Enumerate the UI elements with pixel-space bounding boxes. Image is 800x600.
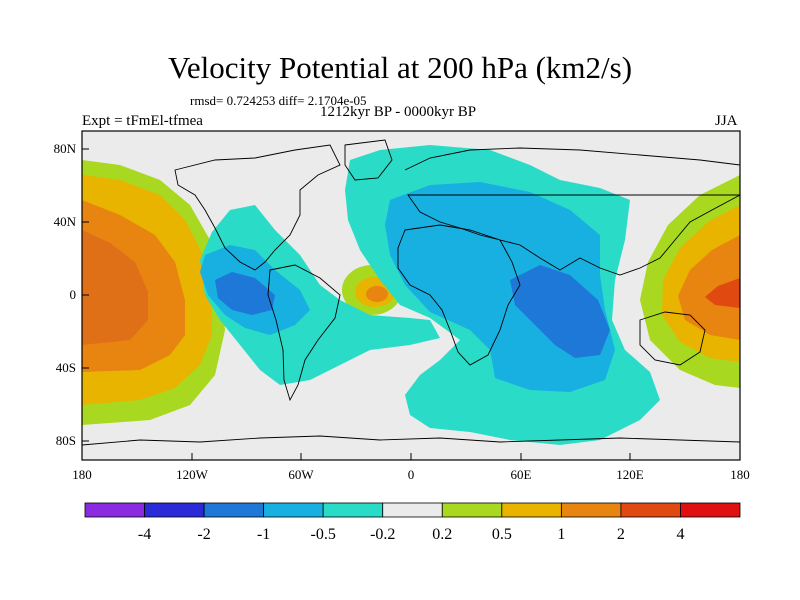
- lon-label-120w: 120W: [176, 467, 209, 482]
- lon-label-60w: 60W: [288, 467, 314, 482]
- colorbar-label-3: -0.5: [311, 526, 336, 543]
- colorbar-box-9: [620, 502, 681, 518]
- colorbar-label-8: 2: [617, 526, 625, 543]
- colorbar-label-4: -0.2: [370, 526, 395, 543]
- colorbar-label-2: -1: [257, 526, 270, 543]
- contour-wpac-4: [705, 278, 740, 308]
- coast-antarctica: [82, 435, 740, 446]
- colorbar-box-10: [680, 502, 741, 518]
- experiment-label: Expt = tFmEl-tfmea: [82, 113, 203, 129]
- colorbar-box-5: [382, 502, 443, 518]
- contour-pacific-4: [82, 230, 148, 345]
- lon-labels: 180 120W 60W 0 60E 120E 180: [72, 467, 750, 482]
- colorbar-label-6: 0.5: [492, 526, 512, 543]
- lat-label-0: 0: [70, 287, 77, 302]
- page-title: Velocity Potential at 200 hPa (km2/s): [167, 50, 633, 85]
- colorbar-box-6: [441, 502, 503, 518]
- colorbar-box-0: [84, 502, 145, 518]
- lat-label-40n: 40N: [54, 214, 77, 229]
- lon-label-120e: 120E: [616, 467, 644, 482]
- colorbar-label-9: 4: [676, 526, 684, 543]
- contour-atlantic-2: [366, 286, 388, 302]
- lat-axis: [82, 148, 89, 442]
- colorbar-label-7: 1: [557, 526, 565, 543]
- colorbar-box-3: [263, 502, 324, 518]
- colorbar-label-0: -4: [138, 526, 151, 543]
- contour-east-neg-1: [510, 265, 610, 358]
- coast-south-america: [267, 264, 341, 402]
- coast-eurasia: [404, 147, 740, 276]
- lon-label-180e: 180: [730, 467, 750, 482]
- contour-wpac-2: [678, 235, 740, 340]
- coast-greenland: [344, 139, 393, 181]
- coastlines: [82, 139, 740, 446]
- contour-americas-neg-1: [215, 272, 275, 315]
- contour-americas-neg-0.2: [200, 205, 440, 385]
- colorbar-label-5: 0.2: [432, 526, 452, 543]
- colorbar-box-1: [144, 502, 205, 518]
- lat-label-80n: 80N: [54, 141, 77, 156]
- map-area: [82, 131, 740, 460]
- colorbar-box-4: [322, 502, 384, 518]
- colorbar-box-7: [501, 502, 562, 518]
- coast-north-america: [174, 144, 341, 271]
- season-label: JJA: [715, 113, 738, 129]
- lat-labels: 80N 40N 0 40S 80S: [54, 141, 77, 448]
- period-label: 1212kyr BP - 0000kyr BP: [320, 104, 477, 120]
- lat-label-40s: 40S: [56, 360, 76, 375]
- lon-label-60e: 60E: [511, 467, 532, 482]
- lat-label-80s: 80S: [56, 433, 76, 448]
- lon-axis: [81, 453, 741, 460]
- colorbar-box-8: [560, 502, 622, 518]
- coast-australia: [639, 311, 706, 366]
- lon-label-0: 0: [408, 467, 415, 482]
- stats-label: rmsd= 0.724253 diff= 2.1704e-05: [190, 93, 367, 108]
- colorbar: -4 -2 -1 -0.5 -0.2 0.2 0.5 1 2 4: [84, 502, 741, 543]
- colorbar-label-1: -2: [197, 526, 210, 543]
- lon-label-180w: 180: [72, 467, 92, 482]
- coast-africa: [397, 224, 521, 366]
- colorbar-box-2: [203, 502, 265, 518]
